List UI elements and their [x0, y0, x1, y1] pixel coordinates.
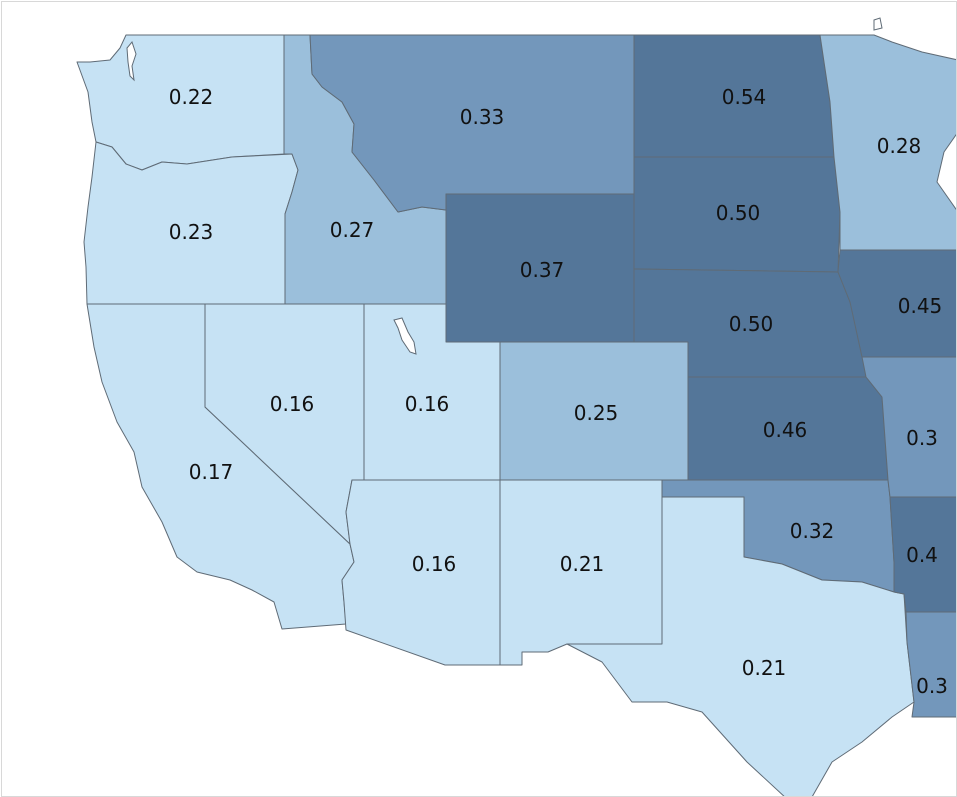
state-value-label-mt: 0.33 [460, 105, 505, 129]
labels-layer: 0.22 0.23 0.17 0.16 0.27 0.33 0.37 0.16 0.16 0.25… [169, 85, 948, 698]
state-region-la[interactable] [905, 611, 956, 718]
state-value-label-mo: 0.3 [906, 426, 938, 450]
state-value-label-ut: 0.16 [405, 392, 450, 416]
state-value-label-or: 0.23 [169, 220, 214, 244]
state-value-label-id: 0.27 [330, 218, 375, 242]
state-value-label-wa: 0.22 [169, 85, 214, 109]
state-value-label-mn: 0.28 [877, 134, 922, 158]
state-value-label-co: 0.25 [574, 401, 619, 425]
state-region-ar[interactable] [889, 496, 956, 613]
state-value-label-la: 0.3 [916, 674, 948, 698]
state-value-label-wy: 0.37 [520, 258, 565, 282]
state-value-label-nd: 0.54 [722, 85, 767, 109]
puget-sound [126, 40, 137, 82]
state-value-label-ca: 0.17 [189, 460, 234, 484]
state-value-label-ne: 0.50 [729, 312, 774, 336]
state-value-label-nm: 0.21 [560, 552, 605, 576]
state-value-label-ia: 0.45 [898, 294, 943, 318]
state-value-label-sd: 0.50 [716, 201, 761, 225]
great-salt-lake [393, 317, 417, 355]
state-value-label-ks: 0.46 [763, 418, 808, 442]
island-detail [873, 17, 883, 31]
state-region-sd[interactable] [633, 156, 841, 273]
state-value-label-nv: 0.16 [270, 392, 315, 416]
states-layer [76, 34, 956, 796]
state-value-label-ar: 0.4 [906, 543, 938, 567]
state-region-mo[interactable] [861, 356, 956, 498]
state-value-label-tx: 0.21 [742, 656, 787, 680]
state-value-label-az: 0.16 [412, 552, 457, 576]
state-region-mn[interactable] [819, 34, 956, 251]
state-value-label-ok: 0.32 [790, 519, 835, 543]
state-region-tx[interactable] [566, 496, 915, 796]
